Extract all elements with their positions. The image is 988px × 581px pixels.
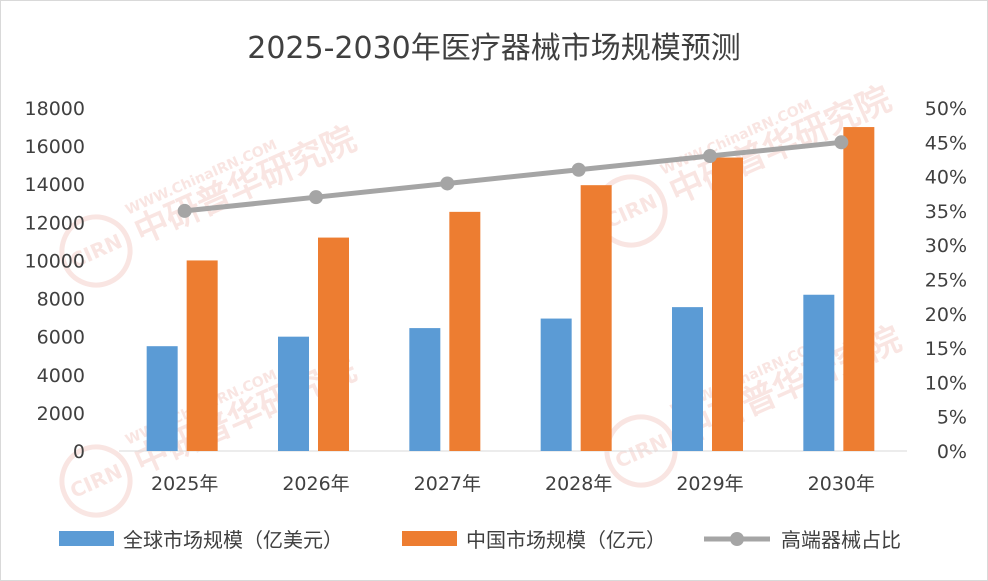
- y-right-tick-label: 30%: [925, 235, 967, 257]
- legend-swatch-0: [59, 531, 114, 546]
- y-right-tick-label: 50%: [925, 98, 967, 120]
- y-left-tick-label: 10000: [25, 250, 85, 272]
- legend-marker-2: [730, 532, 744, 546]
- y-right-tick-label: 35%: [925, 201, 967, 223]
- legend: 全球市场规模（亿美元） 中国市场规模（亿元） 高端器械占比: [59, 528, 901, 552]
- line-point: [177, 203, 192, 218]
- line-point: [703, 149, 717, 164]
- line-point: [440, 176, 455, 191]
- y-left-tick-label: 18000: [25, 98, 85, 120]
- y-right-tick-label: 25%: [925, 270, 967, 292]
- y-right-tick-label: 45%: [925, 132, 967, 154]
- y-right-tick-label: 0%: [937, 441, 967, 463]
- bar-global: [278, 336, 309, 451]
- x-tick-label: 2027年: [414, 473, 481, 495]
- bar-china: [318, 237, 349, 451]
- y-left-tick-label: 0: [73, 441, 85, 463]
- x-tick-label: 2029年: [676, 473, 743, 495]
- y-right-tick-label: 10%: [925, 372, 967, 394]
- y-left-tick-label: 4000: [37, 365, 85, 387]
- plot-area: 0 2000 4000 6000 8000 10000 12000 14000 16000 180…: [25, 98, 967, 495]
- y-left-tick-label: 16000: [25, 136, 85, 158]
- x-tick-label: 2030年: [808, 473, 875, 495]
- line-high-end-share: [184, 139, 842, 214]
- bar-global: [803, 294, 835, 451]
- bar-china: [186, 260, 218, 451]
- watermark-logo-icon: [59, 444, 133, 518]
- y-left-tick-label: 12000: [25, 212, 85, 234]
- x-tick-label: 2028年: [545, 473, 612, 495]
- watermark-logo-text: CIRN: [66, 459, 125, 503]
- line-point: [571, 162, 586, 177]
- legend-swatch-1: [402, 531, 457, 546]
- y-left-tick-label: 8000: [37, 289, 85, 311]
- bar-global: [672, 307, 703, 451]
- y-left-tick-label: 6000: [37, 327, 85, 349]
- legend-label-1: 中国市场规模（亿元）: [466, 528, 666, 552]
- y-right-tick-label: 5%: [937, 407, 967, 429]
- bar-china: [843, 127, 875, 452]
- watermark-logo-icon: [59, 214, 133, 288]
- bar-global: [540, 318, 572, 451]
- x-tick-label: 2025年: [151, 473, 218, 495]
- x-tick-label: 2026年: [282, 473, 349, 495]
- bar-china: [580, 185, 612, 452]
- line-point: [309, 190, 323, 205]
- y-right-tick-label: 20%: [925, 304, 967, 326]
- legend-label-2: 高端器械占比: [781, 528, 901, 552]
- bar-china: [449, 211, 481, 451]
- y-left-tick-label: 14000: [25, 174, 85, 196]
- y-right-tick-label: 40%: [925, 167, 967, 189]
- chart-title: 2025-2030年医疗器械市场规模预测: [247, 31, 741, 66]
- y-right-tick-label: 15%: [925, 338, 967, 360]
- y-left-tick-label: 2000: [37, 403, 85, 425]
- bar-china: [712, 157, 743, 452]
- legend-label-0: 全球市场规模（亿美元）: [123, 528, 343, 552]
- bar-global: [409, 328, 441, 451]
- line-point: [834, 135, 849, 150]
- bar-global: [146, 346, 178, 451]
